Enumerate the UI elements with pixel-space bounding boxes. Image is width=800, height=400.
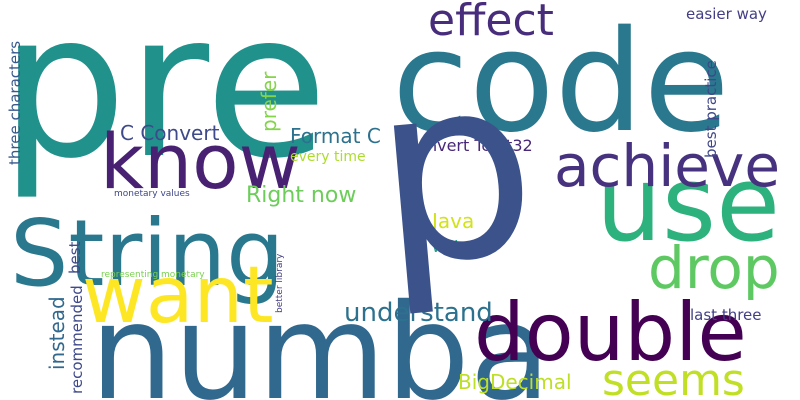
word-want: want	[82, 251, 274, 341]
word-bigdecimal: BigDecimal	[458, 370, 572, 394]
word-string: String	[10, 200, 285, 307]
word-best: best	[66, 241, 84, 274]
word-numba: numba	[90, 276, 551, 400]
word-best-practice: best practice	[702, 60, 720, 158]
word-representing-monetary: representing monetary	[101, 270, 205, 280]
word-recommended: recommended	[68, 285, 86, 394]
word-last-three: last three	[690, 306, 762, 324]
word-c-convert: C Convert	[120, 121, 220, 145]
word-better-library: better library	[275, 253, 285, 313]
word-right-now: Right now	[246, 183, 356, 208]
word-double: double	[474, 286, 747, 379]
word-effect: effect	[428, 0, 554, 46]
word-p: p	[363, 19, 546, 323]
word-know: know	[100, 117, 301, 206]
word-every-time: every time	[290, 149, 366, 165]
word-will-give: will give	[432, 237, 497, 256]
word-achieve: achieve	[554, 132, 780, 200]
word-instead: instead	[45, 296, 69, 370]
word-understand: understand	[344, 298, 493, 328]
word-code: code	[392, 1, 730, 164]
word-pre: pre	[0, 0, 328, 203]
word-format-c: Format C	[290, 124, 381, 148]
word-drop: drop	[648, 234, 780, 302]
word-java: Java	[430, 209, 474, 233]
word-three-characters: three characters	[6, 41, 24, 165]
word-use: use	[596, 143, 780, 265]
word-seems: seems	[602, 355, 745, 400]
word-convert-toint32: Convert ToInt32	[406, 136, 533, 155]
word-prefer: prefer	[257, 71, 281, 132]
word-monetary-values: monetary values	[114, 189, 190, 199]
word-easier-way: easier way	[686, 5, 767, 23]
